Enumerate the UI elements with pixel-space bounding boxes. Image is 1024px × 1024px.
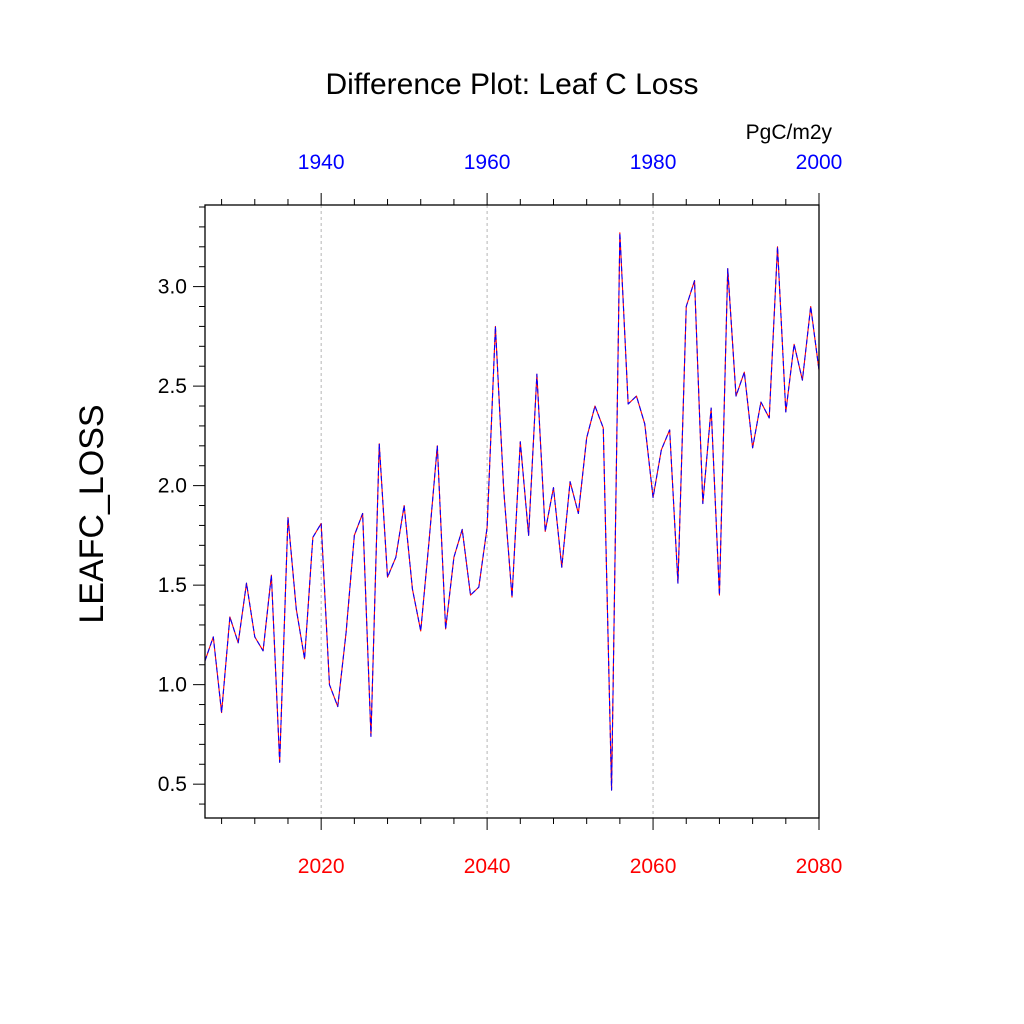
x-bottom-tick-label: 2020 [298,855,345,878]
plot-frame [204,204,820,819]
x-top-tick-label: 1960 [464,151,511,174]
y-tick-label: 2.0 [158,475,187,498]
y-tick-label: 2.5 [158,375,187,398]
x-top-tick-label: 1980 [630,151,677,174]
axes [193,193,820,830]
y-tick-label: 1.5 [158,574,187,597]
series-line-1 [204,232,820,791]
grid-lines [320,205,654,818]
y-axis-label: LEAFC_LOSS [73,404,111,623]
chart-title: Difference Plot: Leaf C Loss [326,68,699,101]
x-bottom-tick-label: 2080 [796,855,843,878]
y-tick-label: 0.5 [158,773,187,796]
series-lines [204,232,820,791]
x-bottom-tick-label: 2060 [630,855,677,878]
y-tick-label: 3.0 [158,276,187,299]
x-bottom-tick-label: 2040 [464,855,511,878]
tick-labels: 0.5 1.0 1.5 2.0 2.5 3.0 2020 2040 2060 2080 1940 19… [158,151,843,878]
x-top-tick-label: 2000 [796,151,843,174]
units-label: PgC/m2y [746,121,833,144]
x-top-tick-label: 1940 [298,151,345,174]
y-tick-label: 1.0 [158,674,187,697]
